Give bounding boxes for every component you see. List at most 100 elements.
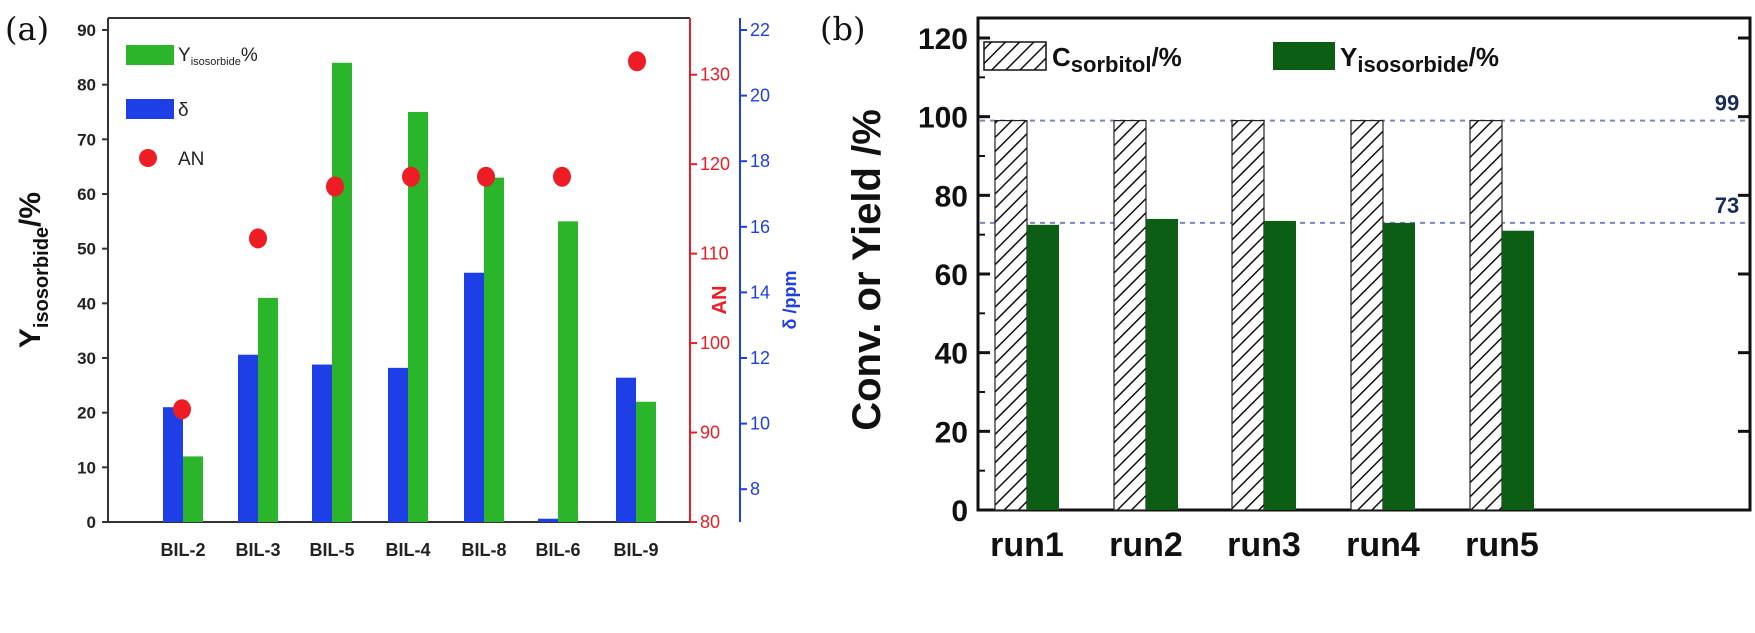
y-axis-title-b: Conv. or Yield /% xyxy=(845,109,889,431)
left-y-tick-label: 70 xyxy=(77,130,96,149)
an-point xyxy=(326,176,344,197)
conversion-bar xyxy=(1469,119,1503,511)
left-y-tick-label: 80 xyxy=(77,76,96,95)
an-point xyxy=(173,399,191,420)
y-tick-label-b: 80 xyxy=(935,180,968,213)
red-y-tick-label: 80 xyxy=(700,512,720,532)
delta-bar xyxy=(388,367,408,522)
x-tick-label-b: run3 xyxy=(1227,526,1301,564)
legend-an-marker xyxy=(139,149,157,167)
yield-bar-b xyxy=(1383,222,1415,510)
an-point xyxy=(249,228,267,249)
an-point xyxy=(477,166,495,187)
yield-bar xyxy=(636,401,656,522)
conversion-bar xyxy=(994,119,1028,511)
conversion-bar xyxy=(1350,119,1384,511)
blue-y-tick-label: 10 xyxy=(750,414,770,434)
red-y-tick-label: 110 xyxy=(700,244,729,264)
x-tick-label: BIL-8 xyxy=(462,540,507,560)
legend-conversion-label: Csorbitol/% xyxy=(1052,42,1182,77)
yield-bar xyxy=(258,297,278,522)
x-tick-label: BIL-3 xyxy=(236,540,281,560)
blue-y-tick-label: 12 xyxy=(750,348,770,368)
legend-b: Csorbitol/% Yisosorbide/% xyxy=(983,41,1499,77)
left-y-tick-label: 20 xyxy=(77,404,96,423)
blue-y-tick-label: 22 xyxy=(750,20,770,40)
x-tick-labels-a: BIL-2 BIL-3 BIL-5 BIL-4 BIL-8 BIL-6 BIL-9 xyxy=(161,540,659,560)
an-point xyxy=(402,166,420,187)
x-tick-label: BIL-6 xyxy=(536,540,581,560)
conversion-bar xyxy=(1113,119,1147,511)
legend-yield-b-label: Yisosorbide/% xyxy=(1340,42,1499,77)
reference-line-label: 99 xyxy=(1715,91,1739,116)
red-y-tick-label: 90 xyxy=(700,423,720,443)
blue-y-ticks: 8 10 12 14 16 18 20 22 xyxy=(740,20,770,499)
yield-bar-b xyxy=(1502,230,1534,510)
left-y-tick-label: 40 xyxy=(77,294,96,313)
delta-bar xyxy=(163,407,183,522)
left-y-tick-label: 50 xyxy=(77,240,96,259)
yield-bar xyxy=(558,221,578,523)
legend-conversion-swatch xyxy=(983,41,1047,71)
left-y-tick-label: 60 xyxy=(77,185,96,204)
delta-bar xyxy=(616,377,636,522)
an-axis-title: AN xyxy=(709,286,731,315)
red-y-tick-label: 130 xyxy=(700,65,730,85)
an-point xyxy=(628,51,646,72)
y-tick-label-b: 120 xyxy=(918,23,968,56)
bars-b xyxy=(994,119,1534,511)
y-tick-label-b: 40 xyxy=(935,338,968,371)
legend-an-label: AN xyxy=(178,149,204,170)
y-tick-label-b: 0 xyxy=(951,495,968,528)
red-y-ticks: 80 90 100 110 120 130 xyxy=(690,65,730,532)
yield-bar xyxy=(408,112,428,522)
delta-bar xyxy=(538,518,558,522)
x-tick-label-b: run2 xyxy=(1109,526,1183,564)
x-tick-label-b: run1 xyxy=(990,526,1064,564)
y-axis-title-a: Yisosorbide/% xyxy=(14,192,53,348)
delta-bar xyxy=(312,364,332,522)
yield-bar-b xyxy=(1146,218,1178,510)
panel-a-label: (a) xyxy=(5,10,49,48)
delta-axis-title: δ /ppm xyxy=(780,271,800,330)
yield-bar-b xyxy=(1027,224,1059,511)
legend-yield-b-swatch xyxy=(1273,42,1335,70)
blue-y-tick-label: 18 xyxy=(750,151,770,171)
legend-delta-swatch xyxy=(126,99,174,119)
legend-yield-label: Yisosorbide% xyxy=(178,45,258,68)
y-tick-label-b: 60 xyxy=(935,259,968,292)
delta-bar xyxy=(464,272,484,522)
blue-y-tick-label: 20 xyxy=(750,86,770,106)
blue-y-tick-label: 16 xyxy=(750,217,770,237)
legend-yield-swatch xyxy=(126,45,174,65)
red-y-tick-label: 120 xyxy=(700,154,730,174)
y-tick-label-b: 100 xyxy=(918,102,968,135)
y-tick-label-b: 20 xyxy=(935,416,968,449)
x-tick-label: BIL-5 xyxy=(310,540,355,560)
an-points xyxy=(173,51,646,420)
x-tick-label: BIL-9 xyxy=(614,540,659,560)
left-y-tick-label: 90 xyxy=(77,21,96,40)
yield-bar-b xyxy=(1264,220,1296,510)
legend-a: Yisosorbide% δ AN xyxy=(126,45,258,170)
legend-delta-label: δ xyxy=(178,100,189,121)
x-tick-label: BIL-2 xyxy=(161,540,206,560)
x-tick-label: BIL-4 xyxy=(386,540,431,560)
left-y-tick-label: 10 xyxy=(77,458,96,477)
conversion-bar xyxy=(1231,119,1265,511)
an-point xyxy=(553,166,571,187)
red-y-tick-label: 100 xyxy=(700,333,730,353)
x-tick-labels-b: run1 run2 run3 run4 run5 xyxy=(990,526,1539,564)
blue-y-tick-label: 8 xyxy=(750,479,760,499)
left-y-tick-label: 0 xyxy=(87,513,96,532)
yield-bar xyxy=(183,456,203,522)
left-y-tick-label: 30 xyxy=(77,349,96,368)
panel-b-label: (b) xyxy=(820,10,865,48)
yield-bar xyxy=(332,62,352,523)
chart-panel-a: (a) 0 10 20 30 40 50 60 70 80 90 80 90 100 110 120 130… xyxy=(5,10,800,560)
bars-a xyxy=(163,62,656,523)
delta-bar xyxy=(238,354,258,522)
yield-bar xyxy=(484,177,504,522)
x-tick-label-b: run5 xyxy=(1465,526,1539,564)
